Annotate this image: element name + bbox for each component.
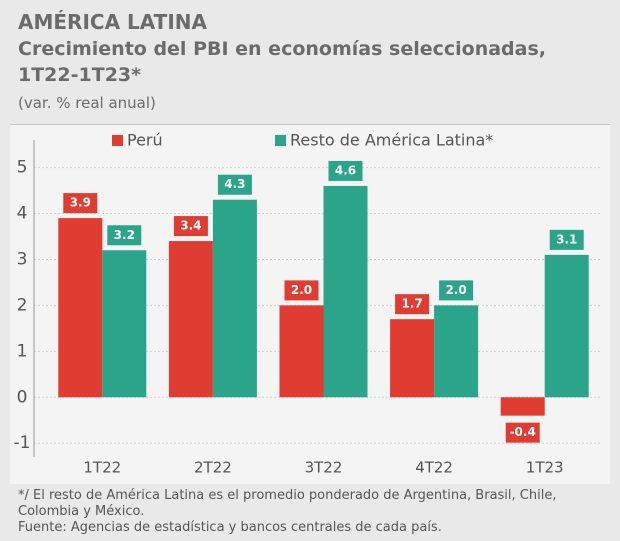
chart-title: AMÉRICA LATINA <box>18 10 207 34</box>
y-tick-label: 1 <box>17 341 28 361</box>
value-label: -0.4 <box>510 425 536 439</box>
value-label: 1.7 <box>401 297 422 311</box>
legend-swatch <box>275 135 286 146</box>
y-tick-label: -1 <box>14 433 31 453</box>
bar <box>58 218 103 398</box>
source: Fuente: Agencias de estadística y bancos… <box>18 520 442 535</box>
value-label-box <box>173 216 208 237</box>
footnote: */ El resto de América Latina es el prom… <box>18 488 557 519</box>
notes: */ El resto de América Latina es el prom… <box>18 488 608 536</box>
y-tick-label: 5 <box>17 158 28 178</box>
value-label: 4.3 <box>224 177 245 191</box>
legend-swatch <box>112 135 123 146</box>
bar <box>102 250 147 398</box>
value-label: 4.6 <box>335 163 356 177</box>
value-label-box <box>107 225 142 246</box>
bar <box>212 199 257 398</box>
value-label-box <box>395 294 430 315</box>
value-label: 2.0 <box>291 283 312 297</box>
value-label-box <box>549 229 584 250</box>
bar <box>168 241 213 398</box>
chart: 5 4 3 2 1 0 -1 Perú Resto de América Latina* 1T22… <box>10 124 610 484</box>
y-tick-label: 2 <box>17 295 28 315</box>
bar <box>544 254 589 398</box>
x-tick-label: 2T22 <box>194 459 232 477</box>
y-tick-label: 3 <box>17 249 28 269</box>
value-label: 3.1 <box>556 232 577 246</box>
bar <box>500 397 545 416</box>
value-label-box <box>505 422 540 443</box>
value-label: 3.4 <box>180 219 201 233</box>
legend-label: Resto de América Latina* <box>290 131 493 150</box>
value-label: 3.9 <box>70 196 91 210</box>
y-tick-label: 4 <box>17 204 28 224</box>
value-label-box <box>284 280 319 301</box>
bar <box>434 305 479 398</box>
bar <box>323 185 368 398</box>
y-tick-label: 0 <box>17 387 28 407</box>
bar <box>390 319 435 398</box>
bar <box>279 305 324 398</box>
value-label: 2.0 <box>445 283 466 297</box>
value-label-box <box>328 160 363 181</box>
value-label-box <box>63 193 98 214</box>
value-label-box <box>439 280 474 301</box>
x-tick-label: 1T23 <box>526 459 564 477</box>
value-label-box <box>217 174 252 195</box>
x-tick-label: 4T22 <box>415 459 453 477</box>
chart-subtitle: Crecimiento del PBI en economías selecci… <box>18 38 547 86</box>
x-tick-label: 1T22 <box>83 459 121 477</box>
value-label: 3.2 <box>114 228 135 242</box>
legend-label: Perú <box>127 131 163 150</box>
x-tick-label: 3T22 <box>305 459 343 477</box>
unit-note: (var. % real anual) <box>18 94 156 112</box>
